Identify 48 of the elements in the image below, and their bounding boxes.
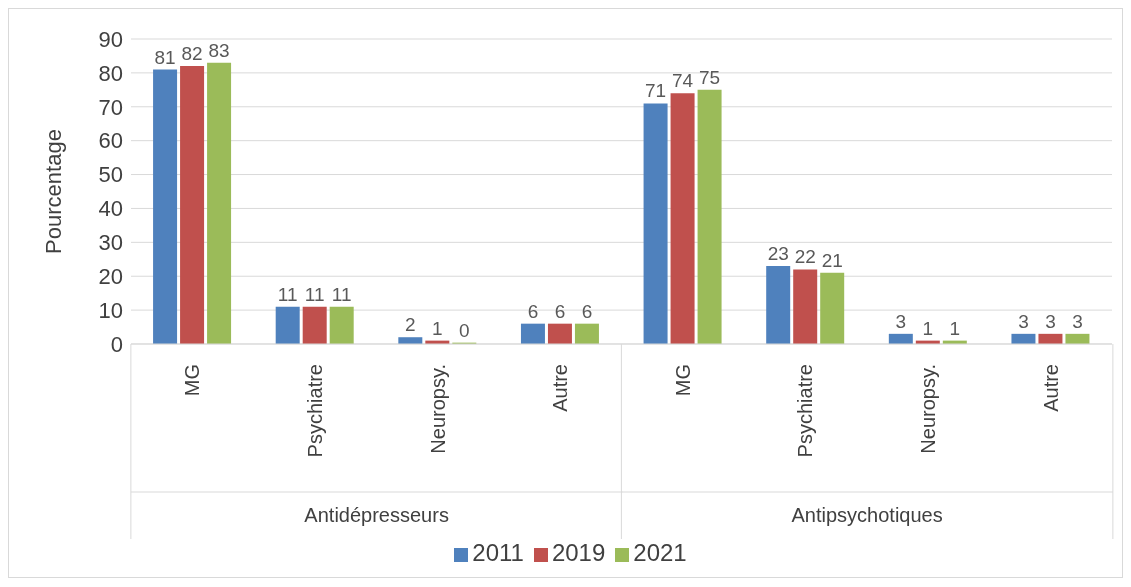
data-label: 6 <box>554 300 566 322</box>
y-tick-label: 60 <box>98 128 123 154</box>
data-label: 81 <box>154 46 176 68</box>
x-tick-label: MG <box>181 364 204 397</box>
data-label: 1 <box>432 317 443 339</box>
y-tick-label: 40 <box>98 196 123 222</box>
data-label: 83 <box>208 39 230 61</box>
y-tick-label: 20 <box>98 264 123 290</box>
data-label: 3 <box>1072 310 1083 332</box>
data-label: 22 <box>794 246 816 268</box>
legend-label: 2019 <box>551 539 606 566</box>
data-label: 6 <box>581 300 593 322</box>
y-tick-label: 0 <box>110 331 123 357</box>
text: Antidépresseurs <box>304 504 449 526</box>
data-label: 3 <box>1045 310 1056 332</box>
data-label: 75 <box>699 66 721 88</box>
data-label: 11 <box>277 283 298 305</box>
data-label: 23 <box>767 243 789 265</box>
y-tick-label: 90 <box>98 26 123 52</box>
data-label: 21 <box>821 249 843 271</box>
data-label: 3 <box>895 310 907 332</box>
legend-label: 2021 <box>633 539 687 566</box>
data-label: 74 <box>672 70 694 92</box>
x-tick-label: Autre <box>1039 364 1062 412</box>
x-tick-label: Neuropsy. <box>917 364 940 454</box>
y-tick-label: 70 <box>98 94 123 120</box>
data-label: 11 <box>304 283 325 305</box>
text: Antipsychotiques <box>791 504 943 526</box>
data-label: 1 <box>949 317 961 339</box>
data-label: 0 <box>459 319 470 341</box>
x-tick-label: Psychiatre <box>303 364 326 458</box>
legend-label: 2011 <box>472 539 524 566</box>
data-label: 6 <box>527 300 539 322</box>
x-tick-label: MG <box>671 364 694 397</box>
x-tick-label: Psychiatre <box>794 364 817 458</box>
data-label: 1 <box>922 317 934 339</box>
x-tick-label: Autre <box>549 364 572 412</box>
x-tick-label: Neuropsy. <box>426 364 449 454</box>
data-label: 11 <box>331 283 352 305</box>
data-label: 2 <box>405 314 416 336</box>
y-tick-label: 10 <box>98 297 123 323</box>
y-tick-label: 80 <box>98 60 123 86</box>
y-tick-label: 50 <box>98 162 123 188</box>
y-axis-title: Pourcentage <box>40 129 66 254</box>
data-label: 71 <box>645 80 667 102</box>
data-label: 3 <box>1018 310 1029 332</box>
data-label: 82 <box>181 43 203 65</box>
y-tick-label: 30 <box>98 230 123 256</box>
